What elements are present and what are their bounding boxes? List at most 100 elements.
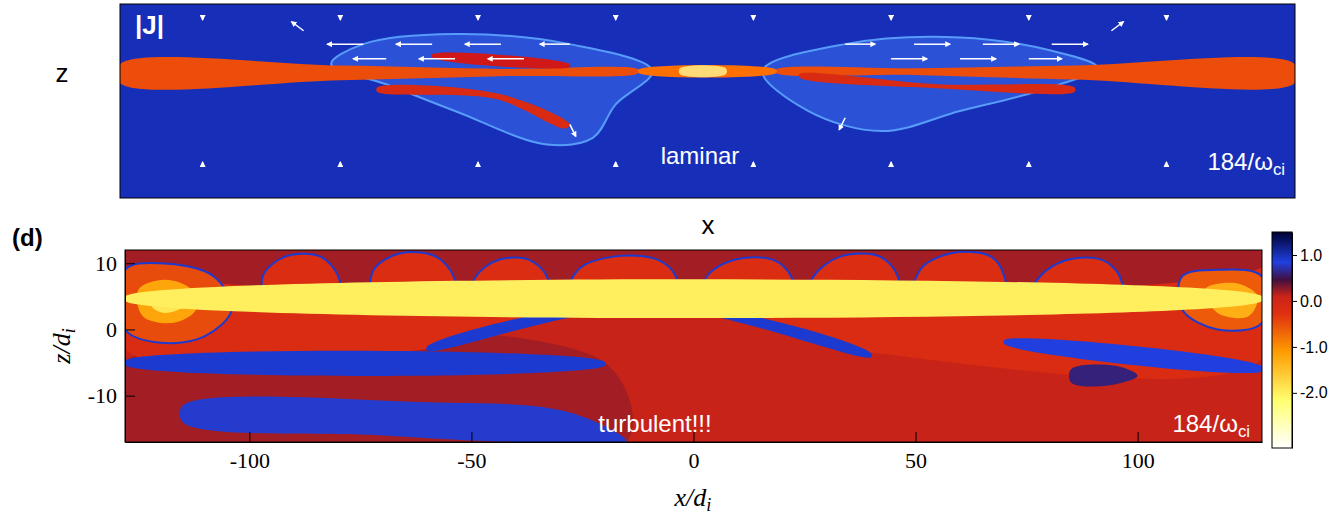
field-region — [376, 85, 570, 129]
flow-vector — [465, 43, 501, 45]
flow-vector — [570, 124, 576, 136]
flow-vector — [890, 162, 892, 164]
x-axis-title-sub: i — [706, 495, 711, 515]
x-tick-label: -50 — [457, 448, 486, 473]
colorbar-tick-label: 0.0 — [1300, 293, 1322, 310]
colorbar-tick: -2.0 — [1292, 384, 1328, 401]
field-region — [1069, 364, 1138, 386]
annotation-main: turbulent!!! — [598, 410, 711, 437]
colorbar-tick-mark — [1292, 347, 1297, 348]
colorbar: 1.0 0.0 -1.0 -2.0 — [1272, 232, 1328, 449]
annotation-main: laminar — [661, 142, 740, 169]
y-axis-title-sub: i — [59, 328, 79, 333]
y-axis-title: z — [56, 58, 69, 88]
annotation-sub: ci — [1273, 160, 1285, 179]
annotation: 184/ωci — [1207, 148, 1285, 179]
flow-vector — [340, 17, 342, 19]
flow-vector — [1028, 17, 1030, 19]
flow-vector — [615, 17, 617, 19]
colorbar-axis: 1.0 0.0 -1.0 -2.0 — [1292, 233, 1328, 449]
y-tick-mark — [125, 263, 135, 264]
plot-frame — [120, 4, 1295, 198]
flow-vector — [477, 162, 479, 164]
figure-svg: |J|xzlaminar184/ωci-100-50050100-10010(d… — [0, 0, 1343, 517]
y-tick-mark — [125, 396, 135, 397]
annotation: laminar — [661, 142, 740, 169]
flow-vector — [202, 162, 204, 164]
flow-vector — [615, 162, 617, 164]
x-tick: -100 — [230, 432, 270, 473]
colorbar-tick-label: -2.0 — [1300, 384, 1328, 401]
flow-vector — [419, 58, 455, 60]
plot-area — [120, 4, 1295, 198]
flow-vector — [396, 43, 432, 45]
plot-area — [125, 250, 1262, 442]
flow-vector — [914, 43, 950, 45]
field-region — [762, 37, 1097, 131]
flow-vector — [327, 43, 363, 45]
field-region — [1004, 338, 1262, 373]
colorbar-tick-mark — [1292, 301, 1297, 302]
colorbar-tick-label: 1.0 — [1300, 247, 1322, 264]
flow-vector — [839, 118, 845, 130]
flow-vector — [845, 43, 875, 45]
field-region — [125, 351, 606, 376]
x-tick: 100 — [1122, 432, 1155, 473]
y-axis-title: z/di — [47, 328, 79, 364]
x-tick-label: 50 — [905, 448, 927, 473]
annotation-main: 184/ω — [1172, 410, 1237, 437]
x-tick-label: -100 — [230, 448, 270, 473]
flow-vector — [983, 43, 1019, 45]
y-tick: -10 — [88, 383, 135, 408]
x-axis-title: x — [702, 210, 715, 240]
field-region — [638, 65, 777, 78]
panel-1: -100-50050100-10010(d)x/diz/diturbulent!… — [12, 209, 1328, 515]
colorbar-scale — [1272, 232, 1292, 448]
y-tick-label: -10 — [88, 383, 117, 408]
flow-vector — [890, 17, 892, 19]
flow-vector — [1028, 162, 1030, 164]
annotation-main: 184/ω — [1207, 148, 1272, 175]
colorbar-tick-mark — [1292, 393, 1297, 394]
y-tick: 0 — [106, 317, 135, 342]
flow-vector — [1052, 43, 1088, 45]
flow-vector — [540, 43, 570, 45]
x-axis-line — [126, 442, 1263, 443]
x-tick-label: 100 — [1122, 448, 1155, 473]
x-tick-mark — [249, 432, 250, 442]
flow-vector — [1029, 58, 1062, 60]
flow-vector — [753, 17, 755, 19]
field-region — [679, 65, 727, 77]
annotation-sub: ci — [1238, 422, 1250, 441]
colorbar-tick-label: -1.0 — [1300, 339, 1328, 356]
y-axis-line — [125, 251, 126, 443]
field-region — [431, 52, 570, 68]
panel-title: |J| — [135, 10, 164, 40]
plot-frame — [125, 250, 1262, 442]
flow-vector — [1166, 17, 1168, 19]
field-region — [125, 250, 1262, 379]
flow-vector — [1111, 22, 1123, 31]
field-region — [331, 34, 652, 145]
flow-vector — [340, 162, 342, 164]
flow-vector — [202, 17, 204, 19]
flow-vector — [477, 17, 479, 19]
x-axis-title-main: x/d — [674, 483, 708, 512]
y-axis-title-main: z/d — [47, 332, 76, 364]
base-field — [120, 4, 1295, 198]
x-tick-label: 0 — [689, 448, 700, 473]
panel-0: |J| x z laminar 184/ωci — [56, 4, 1299, 240]
flow-vector — [292, 22, 304, 31]
y-axis: -10010 — [88, 251, 135, 443]
field-region — [179, 396, 626, 442]
x-tick: 50 — [905, 432, 927, 473]
colorbar-tick: 0.0 — [1292, 293, 1322, 310]
field-region — [799, 73, 1076, 94]
flow-vector — [488, 58, 524, 60]
colorbar-tick-mark — [1292, 255, 1297, 256]
flow-vector — [353, 58, 386, 60]
colorbar-axis-line — [1292, 233, 1293, 449]
field-region — [125, 279, 1262, 318]
annotation: 184/ωci — [1172, 410, 1250, 441]
x-tick: -50 — [457, 432, 486, 473]
